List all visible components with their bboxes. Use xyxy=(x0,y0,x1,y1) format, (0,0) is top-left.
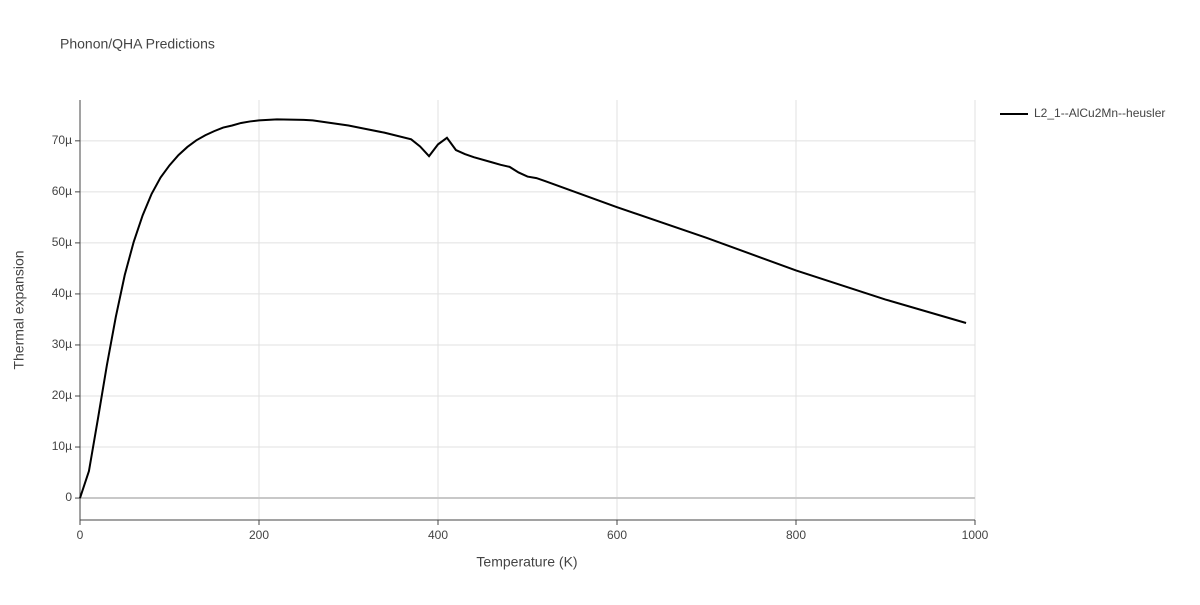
x-tick-label: 200 xyxy=(249,528,269,542)
x-tick-label: 0 xyxy=(77,528,84,542)
y-tick-label: 60µ xyxy=(52,184,72,198)
x-axis-label: Temperature (K) xyxy=(476,554,577,570)
x-tick-label: 800 xyxy=(786,528,806,542)
y-tick-label: 40µ xyxy=(52,286,72,300)
y-tick-label: 10µ xyxy=(52,439,72,453)
y-axis-label: Thermal expansion xyxy=(11,250,27,369)
chart-title: Phonon/QHA Predictions xyxy=(60,36,215,52)
y-tick-label: 70µ xyxy=(52,133,72,147)
y-tick-label: 0 xyxy=(65,490,72,504)
y-tick-label: 50µ xyxy=(52,235,72,249)
x-tick-label: 1000 xyxy=(962,528,989,542)
y-tick-label: 20µ xyxy=(52,388,72,402)
y-tick-label: 30µ xyxy=(52,337,72,351)
line-series xyxy=(79,118,967,499)
x-tick-label: 600 xyxy=(607,528,627,542)
legend-label: L2_1--AlCu2Mn--heusler xyxy=(1034,106,1165,120)
x-tick-label: 400 xyxy=(428,528,448,542)
